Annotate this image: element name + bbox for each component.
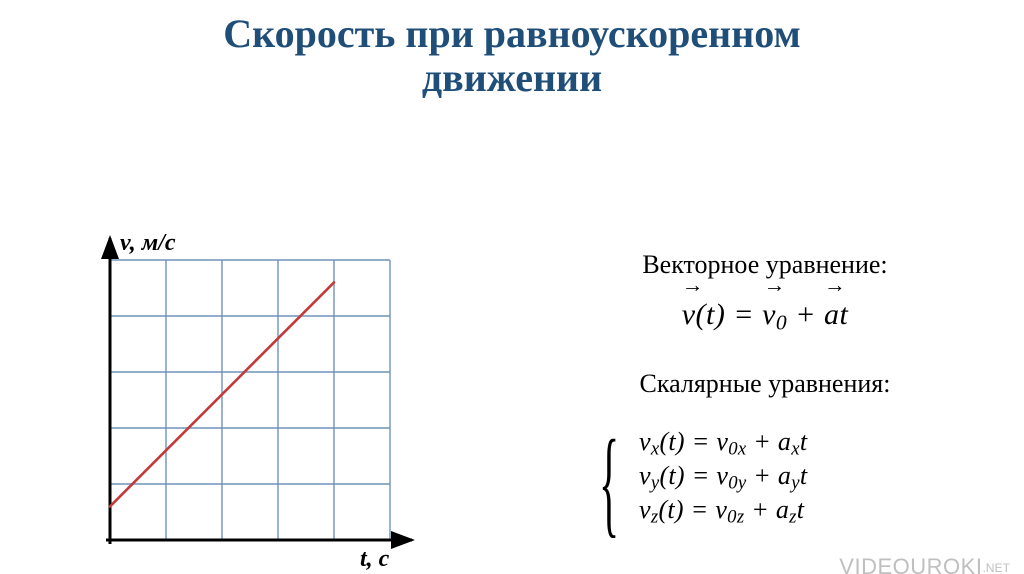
- brace-icon: {: [599, 423, 619, 542]
- scalar-lines: vx(t) = v0x + axtvy(t) = v0y + aytvz(t) …: [605, 427, 925, 528]
- scalar-equation-line: vx(t) = v0x + axt: [639, 427, 925, 461]
- title-line-1: Скорость при равноускоренном: [0, 12, 1024, 56]
- vec-v: →v: [682, 298, 696, 332]
- equations-column: Векторное уравнение: →v(t) = →v0 + →at С…: [530, 250, 1000, 528]
- velocity-chart: v, м/с t, с: [90, 230, 420, 565]
- page-title: Скорость при равноускоренном движении: [0, 12, 1024, 100]
- watermark: VIDEOUROKI.NET: [839, 554, 1010, 574]
- scalar-equation-block: { vx(t) = v0x + axtvy(t) = v0y + aytvz(t…: [605, 427, 925, 528]
- scalar-equation-line: vz(t) = v0z + azt: [639, 495, 925, 529]
- scalar-equation-label: Скалярные уравнения:: [530, 369, 1000, 399]
- watermark-main: VIDEOUROKI: [839, 554, 982, 574]
- vec-v0: →v0: [762, 298, 787, 335]
- scalar-equation-line: vy(t) = v0y + ayt: [639, 461, 925, 495]
- watermark-suffix: .NET: [982, 561, 1010, 574]
- chart-svg: [90, 230, 420, 560]
- vector-equation: →v(t) = →v0 + →at: [530, 298, 1000, 335]
- title-line-2: движении: [0, 56, 1024, 100]
- y-axis-label: v, м/с: [120, 230, 176, 257]
- x-axis-label: t, с: [360, 546, 389, 573]
- vec-a: →a: [824, 298, 840, 332]
